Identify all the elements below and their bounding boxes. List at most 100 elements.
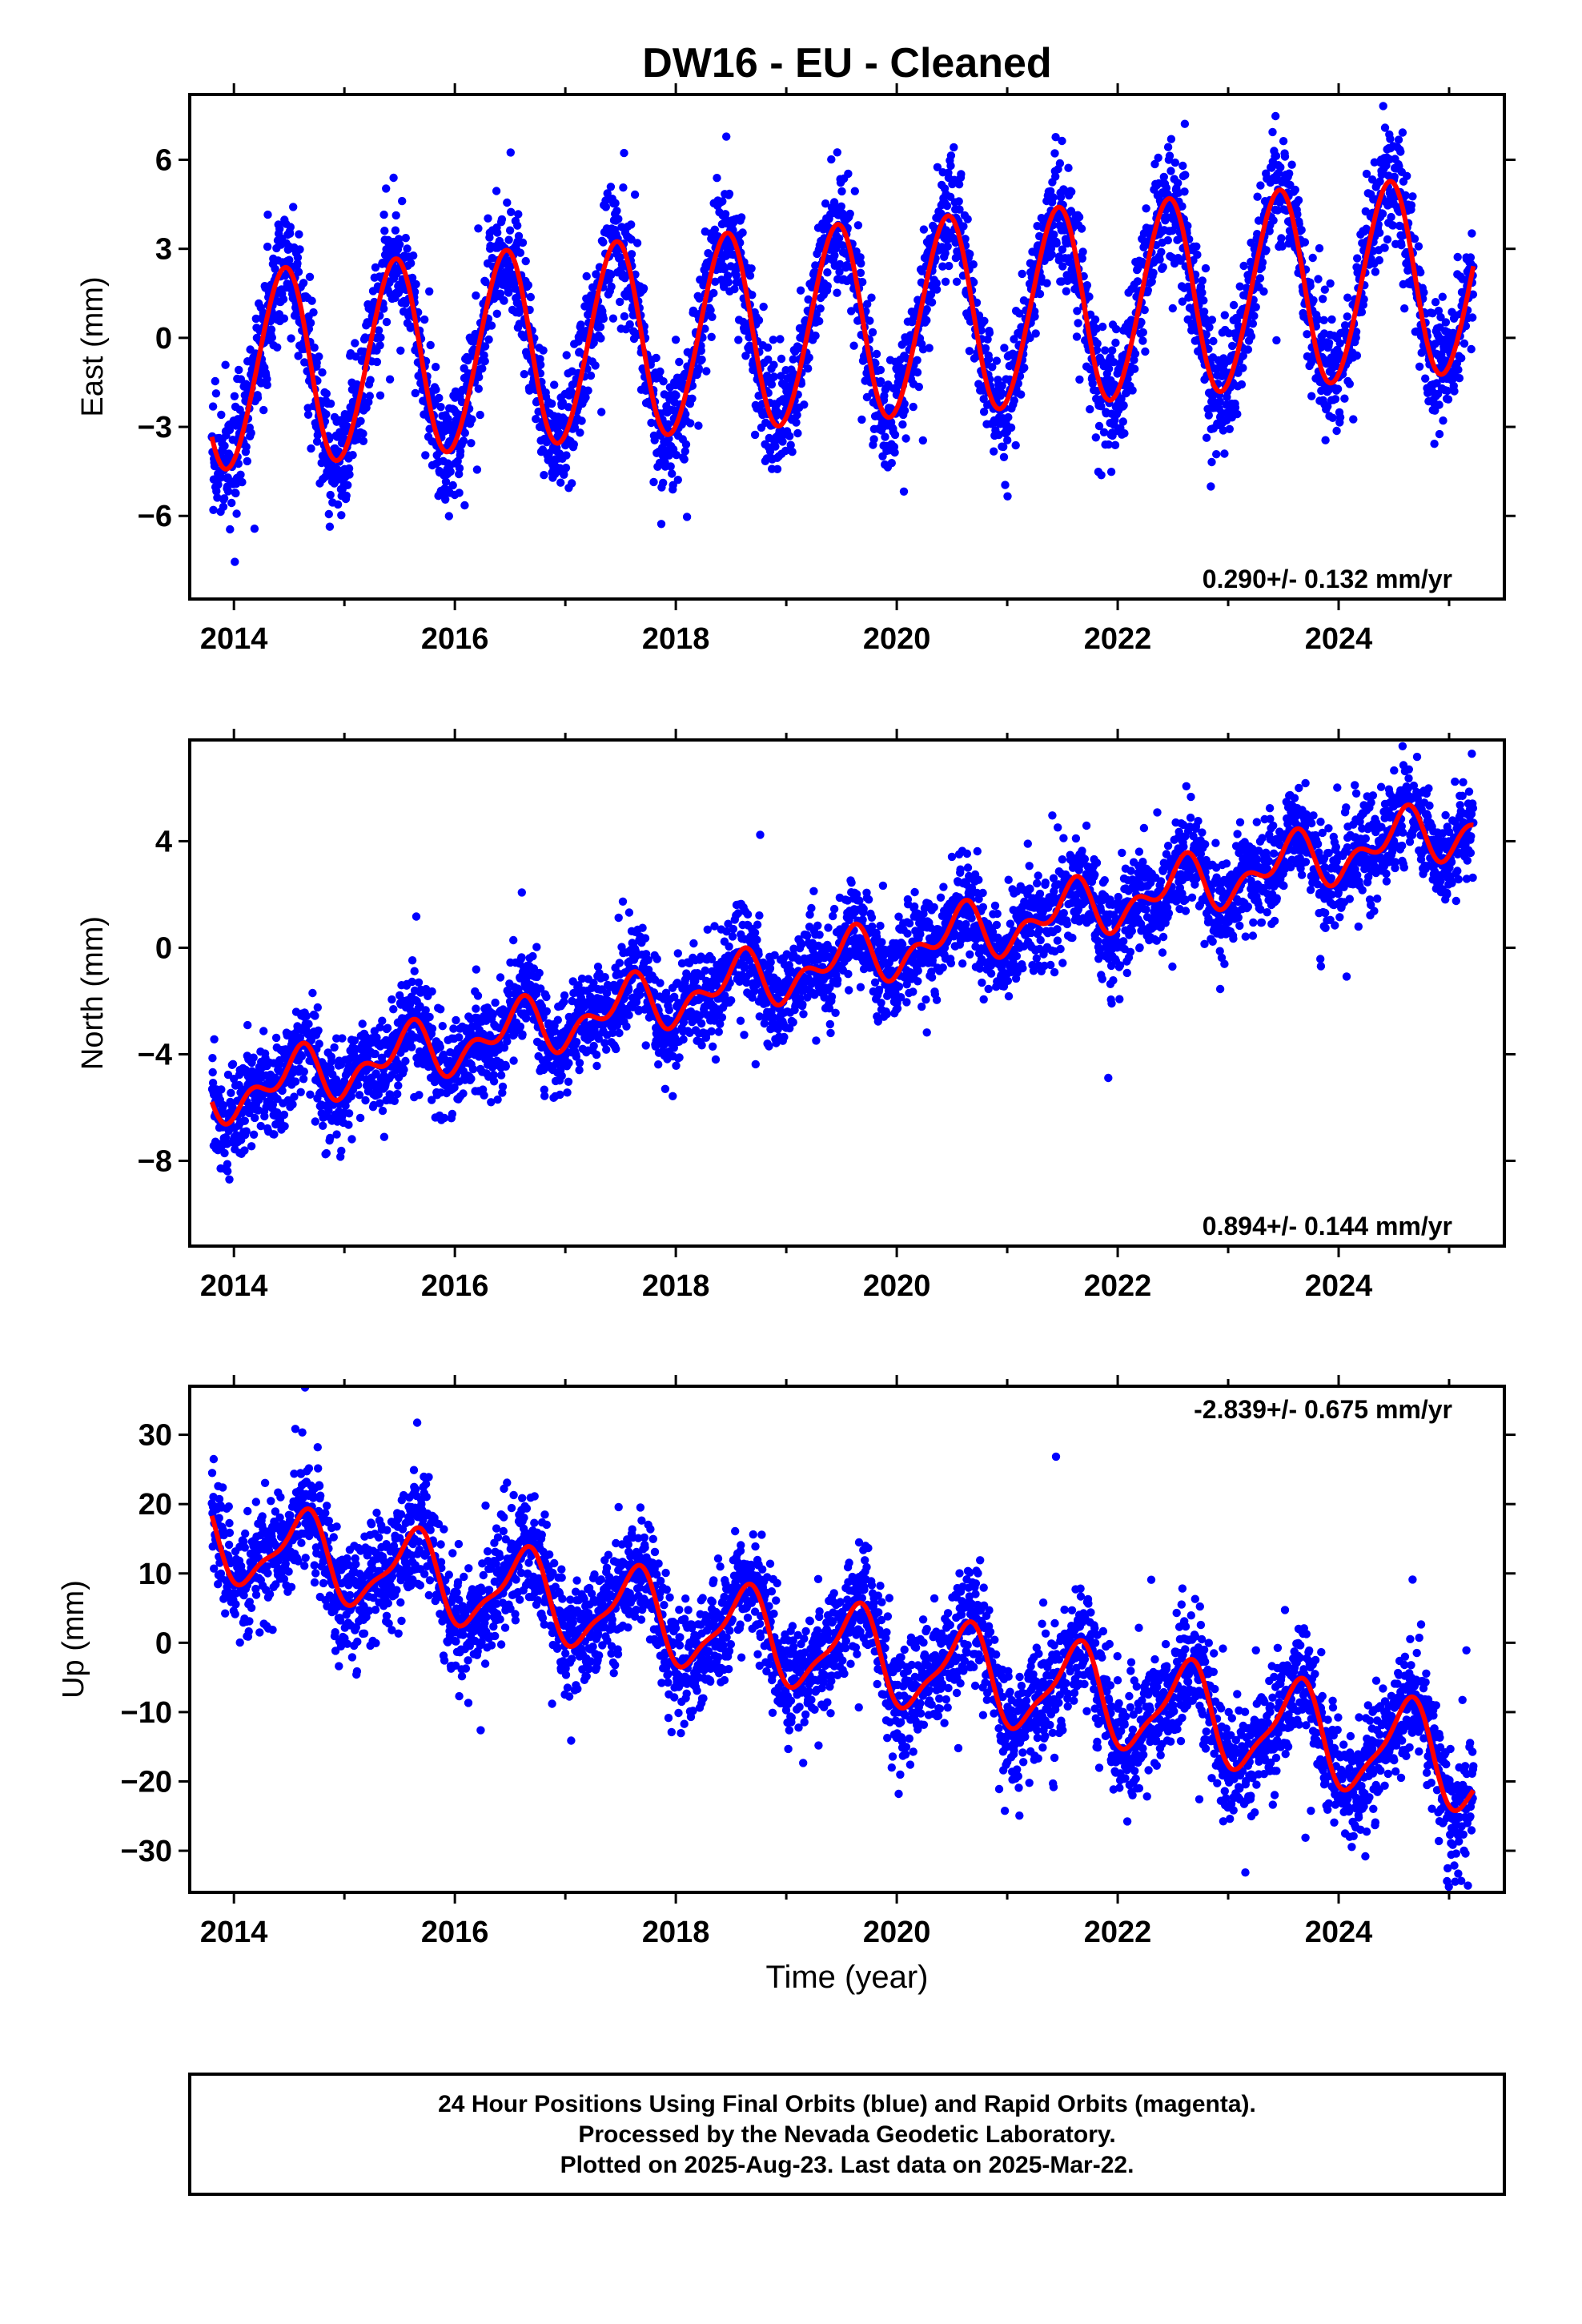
- data-point: [1253, 192, 1262, 201]
- data-point: [582, 271, 591, 281]
- data-point: [1052, 239, 1061, 248]
- data-point: [1455, 374, 1464, 383]
- data-point: [243, 456, 251, 466]
- data-point: [694, 421, 703, 430]
- data-point: [1042, 279, 1051, 287]
- data-point: [734, 336, 743, 344]
- x-tick-label: 2016: [421, 622, 489, 656]
- data-point: [619, 183, 628, 192]
- data-point: [410, 967, 419, 975]
- data-point: [473, 991, 483, 1000]
- data-point: [599, 238, 608, 247]
- data-point: [776, 335, 785, 344]
- data-point: [249, 1130, 259, 1140]
- data-point: [348, 451, 357, 460]
- data-point: [312, 358, 321, 368]
- data-point: [263, 375, 271, 384]
- data-point: [607, 270, 616, 279]
- data-point: [800, 400, 809, 409]
- data-point: [845, 209, 854, 219]
- data-point: [1108, 346, 1117, 355]
- data-point: [436, 1005, 445, 1014]
- data-point: [1314, 275, 1323, 283]
- data-point: [1287, 160, 1296, 169]
- data-point: [1149, 268, 1158, 277]
- data-point: [666, 462, 675, 471]
- data-point: [1181, 171, 1190, 179]
- data-point: [876, 365, 885, 375]
- data-point: [616, 297, 624, 307]
- data-point: [361, 1096, 370, 1105]
- data-point: [383, 1023, 392, 1032]
- data-point: [919, 225, 929, 234]
- data-point: [1157, 247, 1166, 256]
- data-point: [285, 255, 294, 264]
- data-point: [421, 451, 430, 460]
- data-point: [980, 316, 989, 325]
- data-point: [1400, 304, 1409, 313]
- data-point: [337, 511, 346, 520]
- data-point: [496, 973, 505, 982]
- data-point: [220, 1148, 229, 1158]
- data-point: [966, 250, 974, 259]
- data-point: [520, 370, 528, 379]
- data-point: [954, 197, 963, 206]
- data-point: [480, 356, 489, 366]
- data-point: [1017, 390, 1026, 399]
- data-point: [1435, 429, 1444, 439]
- data-point: [990, 447, 998, 456]
- data-point: [941, 277, 950, 286]
- data-point: [506, 148, 515, 157]
- data-point: [1086, 404, 1094, 414]
- data-point: [1192, 242, 1201, 251]
- data-point: [484, 214, 492, 223]
- data-point: [1256, 181, 1265, 190]
- data-point: [247, 1142, 256, 1151]
- data-point: [345, 470, 354, 479]
- y-tick-label: 0: [155, 322, 172, 356]
- data-point: [1082, 281, 1092, 290]
- data-point: [1272, 336, 1281, 345]
- data-point: [259, 1027, 268, 1035]
- data-point: [673, 476, 682, 485]
- data-point: [1328, 413, 1337, 422]
- data-point: [672, 451, 681, 460]
- data-point: [398, 196, 407, 206]
- data-point: [448, 480, 457, 490]
- data-point: [317, 458, 326, 468]
- data-point: [514, 231, 524, 240]
- data-point: [992, 356, 1002, 365]
- data-point: [1030, 312, 1039, 321]
- data-point: [881, 432, 889, 441]
- data-point: [1178, 161, 1187, 171]
- data-point: [1386, 135, 1395, 143]
- data-point: [558, 398, 567, 407]
- data-point: [468, 1064, 478, 1074]
- data-point: [211, 389, 221, 398]
- data-point: [1051, 172, 1060, 181]
- data-point: [409, 251, 418, 260]
- data-point: [343, 480, 352, 489]
- data-point: [347, 1135, 356, 1144]
- data-point: [1170, 158, 1180, 167]
- data-point: [867, 293, 876, 302]
- data-point: [221, 360, 230, 369]
- data-point: [456, 447, 465, 456]
- data-point: [1120, 429, 1129, 438]
- data-point: [639, 283, 648, 293]
- data-point: [614, 215, 623, 223]
- data-point: [238, 477, 247, 487]
- data-point: [455, 464, 464, 472]
- data-point: [1166, 135, 1176, 143]
- data-point: [872, 349, 881, 359]
- data-point: [1419, 288, 1428, 297]
- data-point: [592, 270, 600, 279]
- data-point: [231, 489, 240, 498]
- data-point: [710, 225, 719, 234]
- data-point: [242, 442, 251, 452]
- data-point: [668, 469, 677, 478]
- data-point: [1371, 267, 1380, 276]
- data-point: [708, 312, 717, 321]
- data-point: [1303, 330, 1311, 339]
- data-point: [1078, 247, 1087, 256]
